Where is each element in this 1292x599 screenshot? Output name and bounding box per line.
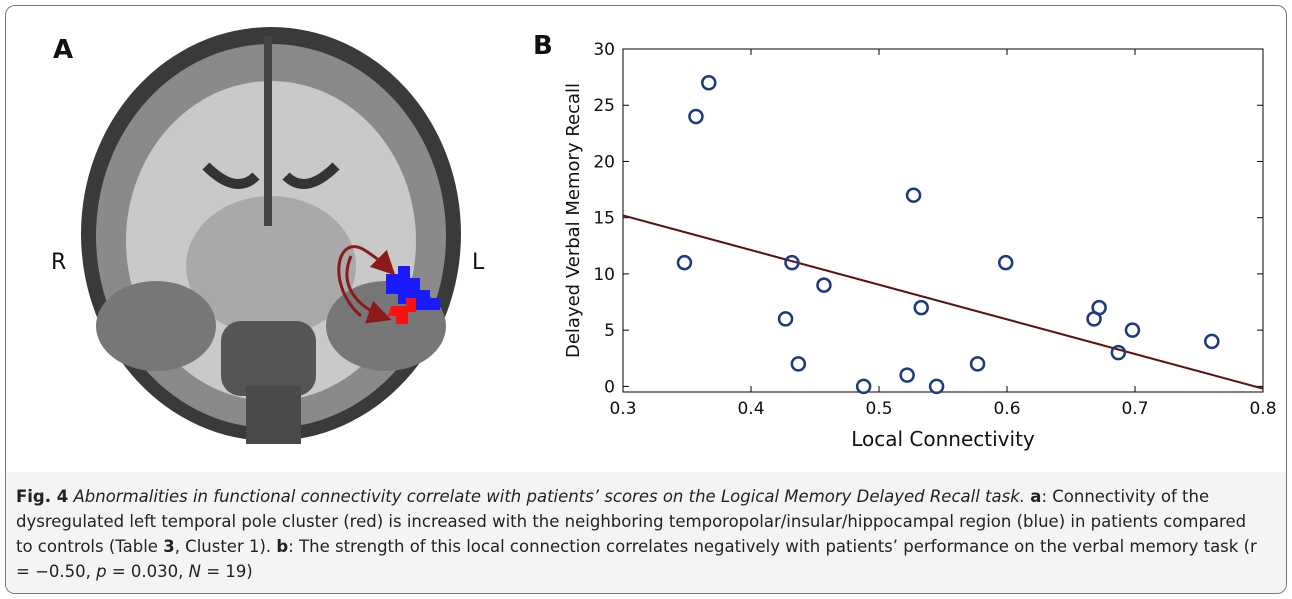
data-point (915, 301, 928, 314)
panel-label: B (533, 31, 553, 61)
panel-ref: a (1030, 487, 1041, 506)
y-tick-label: 10 (593, 265, 615, 285)
data-point (999, 256, 1012, 269)
data-point (907, 189, 920, 202)
data-point (971, 357, 984, 370)
data-point (1205, 335, 1218, 348)
caption-text: = 0.030, (107, 562, 189, 581)
caption-text: = 19) (201, 562, 253, 581)
data-point (702, 76, 715, 89)
y-tick-label: 5 (604, 321, 615, 341)
data-point (1093, 301, 1106, 314)
table-ref: 3 (163, 537, 174, 556)
brain-image (81, 27, 461, 444)
plot-frame (623, 49, 1263, 392)
y-tick-label: 20 (593, 152, 615, 172)
y-tick-label: 0 (604, 377, 615, 397)
panel-ref: b (276, 537, 288, 556)
x-tick-label: 0.4 (737, 399, 764, 419)
x-axis-label: Local Connectivity (851, 427, 1035, 451)
fig-label: Fig. 4 (16, 487, 68, 506)
data-point (1126, 324, 1139, 337)
x-tick-label: 0.7 (1121, 399, 1148, 419)
data-point (689, 110, 702, 123)
data-point (817, 279, 830, 292)
data-point (678, 256, 691, 269)
caption-text: , Cluster 1). (175, 537, 277, 556)
side-label: R (51, 250, 66, 275)
x-tick-label: 0.6 (993, 399, 1020, 419)
side-label: L (472, 250, 485, 275)
caption-title: Abnormalities in functional connectivity… (68, 487, 1025, 506)
panel-label: A (53, 35, 73, 65)
trend-line (623, 215, 1263, 388)
x-tick-label: 0.3 (609, 399, 636, 419)
caption: Fig. 4 Abnormalities in functional conne… (6, 472, 1286, 593)
figure: A R L B 0 5 10 15 20 25 30 0.3 0.4 0.5 0.6 0.7 0.8 Lo… (5, 5, 1287, 594)
x-tick-label: 0.8 (1249, 399, 1276, 419)
data-point (792, 357, 805, 370)
y-tick-label: 25 (593, 96, 615, 116)
data-point (901, 369, 914, 382)
y-tick-label: 30 (593, 40, 615, 60)
figure-art: A R L B 0 5 10 15 20 25 30 0.3 0.4 0.5 0.6 0.7 0.8 Lo… (6, 6, 1286, 472)
caption-text: Fig. 4 Abnormalities in functional conne… (16, 484, 1266, 584)
y-axis-label: Delayed Verbal Memory Recall (563, 83, 584, 358)
data-point (779, 312, 792, 325)
y-tick-label: 15 (593, 209, 615, 229)
data-point (1112, 346, 1125, 359)
data-point (857, 380, 870, 393)
data-point (930, 380, 943, 393)
stat-symbol: p (96, 562, 106, 581)
x-tick-label: 0.5 (865, 399, 892, 419)
stat-symbol: N (189, 562, 201, 581)
